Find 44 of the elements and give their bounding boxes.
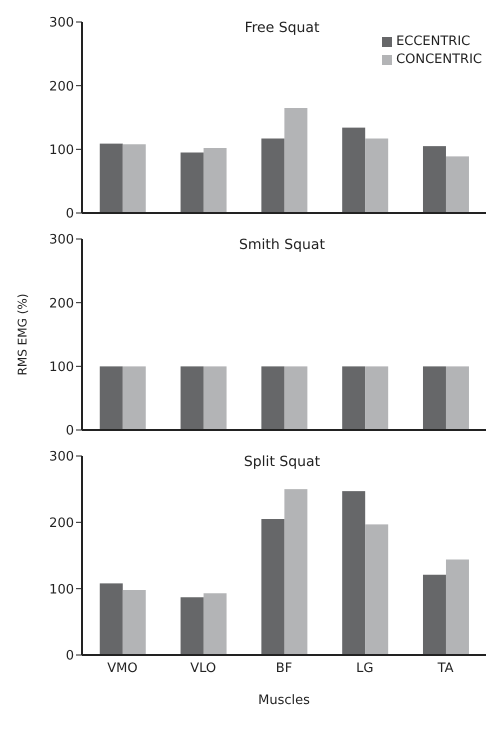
bar [365,138,388,213]
y-tick-label: 300 [49,232,74,248]
bar [422,574,446,655]
bar [284,108,308,213]
y-tick-label: 100 [49,142,74,158]
chart-title: Split Squat [242,454,322,470]
y-tick-label: 200 [49,516,74,531]
x-tick-label: BF [276,661,292,676]
y-tick-label: 300 [49,16,74,31]
bar [342,128,366,213]
bar [365,524,388,655]
bar [122,590,146,655]
y-tick-label: 200 [49,79,74,94]
y-tick-label: 300 [49,450,74,465]
y-tick-label: 100 [49,360,74,375]
bar [204,593,227,655]
bar [100,583,123,655]
bar [284,489,308,655]
chart-title: Smith Squat [238,237,326,253]
bar [180,152,204,213]
x-tick-label: VMO [107,661,138,676]
y-tick-label: 0 [66,424,74,439]
y-tick-label: 100 [49,582,74,598]
x-axis-title: Muscles [258,693,310,708]
bar [446,156,469,213]
x-tick-label: LG [356,661,374,676]
bar [100,144,123,213]
y-axis-title: RMS EMG (%) [15,294,30,376]
bar [446,559,469,655]
x-tick-label: TA [436,661,454,676]
chart-title: Free Squat [244,20,320,36]
y-tick-label: 200 [49,296,74,312]
bar [204,148,227,213]
x-tick-label: VLO [190,661,216,676]
bar [180,597,204,655]
bar [122,144,146,213]
legend-label: ECCENTRIC [396,33,470,51]
bar [261,138,284,213]
bar [261,519,284,655]
bar [342,491,366,655]
y-tick-label: 0 [66,648,74,664]
bar [422,146,446,213]
legend-label: CONCENTRIC [396,51,482,69]
y-tick-label: 0 [66,206,74,222]
